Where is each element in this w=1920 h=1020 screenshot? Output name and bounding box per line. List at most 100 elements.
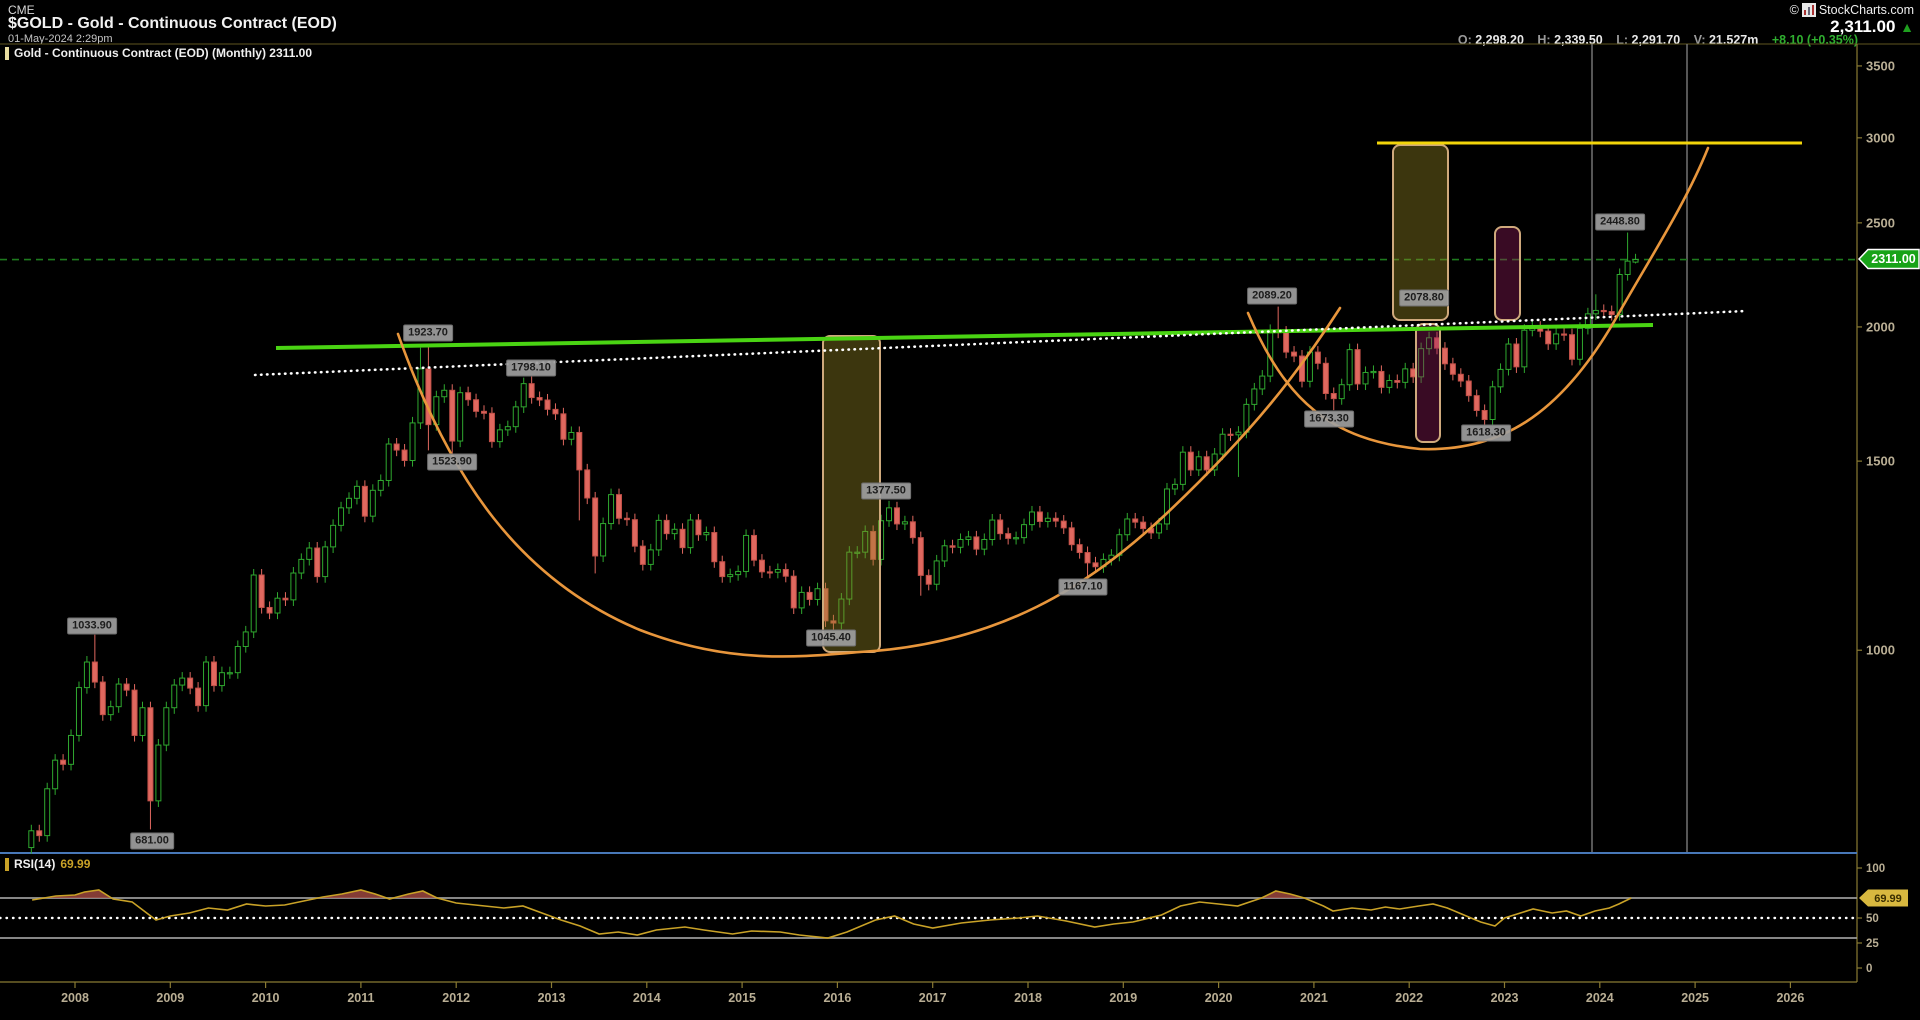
candle-body xyxy=(830,620,837,624)
x-axis-year-label: 2009 xyxy=(156,991,184,1005)
candle-body xyxy=(552,408,559,415)
candle-body xyxy=(155,744,162,802)
candle-body xyxy=(449,389,456,442)
candle-body xyxy=(1346,349,1353,386)
green-neckline xyxy=(275,323,1654,350)
candle-body xyxy=(774,568,781,573)
candle-body xyxy=(743,534,750,572)
candle-body xyxy=(623,517,630,521)
candle-body xyxy=(806,591,813,600)
x-axis-year-label: 2026 xyxy=(1776,991,1804,1005)
candle-body xyxy=(1179,451,1186,485)
candle-body xyxy=(1362,371,1369,385)
x-axis-year-label: 2018 xyxy=(1014,991,1042,1005)
candle-body xyxy=(1195,456,1202,471)
candle-body xyxy=(1076,544,1083,554)
candle-body xyxy=(1465,380,1472,397)
candle-body xyxy=(36,830,43,837)
candle-body xyxy=(28,830,35,849)
stockcharts-logo-icon xyxy=(1801,3,1816,17)
candle-body xyxy=(187,677,194,689)
candle-body xyxy=(1203,456,1210,471)
candle-body xyxy=(631,519,638,547)
candle-body xyxy=(115,683,122,708)
rsi-axis-label: 0 xyxy=(1866,963,1872,975)
candle-body xyxy=(1044,517,1051,522)
candle-body xyxy=(195,687,202,707)
candle-body xyxy=(457,392,464,442)
x-axis-year-label: 2023 xyxy=(1491,991,1519,1005)
candle-body xyxy=(568,431,575,440)
candle-body xyxy=(1084,552,1091,564)
candle-body xyxy=(798,591,805,609)
price-axis-label: 3500 xyxy=(1866,58,1895,73)
x-axis-year-label: 2019 xyxy=(1109,991,1137,1005)
candle-body xyxy=(909,521,916,539)
candle-body xyxy=(203,661,210,707)
measured-move-2016-box xyxy=(822,335,881,653)
candle-body xyxy=(1545,330,1552,345)
legend-main-text: Gold - Continuous Contract (EOD) (Monthl… xyxy=(14,46,313,60)
candle-body xyxy=(1124,518,1131,536)
candle-body xyxy=(893,507,900,525)
candle-body xyxy=(274,597,281,614)
x-axis-year-label: 2022 xyxy=(1395,991,1423,1005)
candle-body xyxy=(679,528,686,549)
candle-body xyxy=(258,574,265,608)
candle-body xyxy=(854,551,861,554)
candle-body xyxy=(425,368,432,426)
candle-body xyxy=(60,759,67,765)
candle-body xyxy=(814,588,821,600)
last-price-badge xyxy=(1857,248,1920,270)
candle-body xyxy=(1402,368,1409,383)
candle-body xyxy=(917,537,924,576)
candle-body xyxy=(1013,537,1020,540)
candle-body xyxy=(957,538,964,548)
candle-body xyxy=(282,597,289,601)
candle-body xyxy=(504,426,511,431)
candle-body xyxy=(68,734,75,765)
candle-body xyxy=(989,519,996,540)
candle-body xyxy=(536,397,543,401)
x-axis-year-label: 2015 xyxy=(728,991,756,1005)
candle-body xyxy=(703,532,710,536)
candle-body xyxy=(1187,451,1194,471)
candle-body xyxy=(1561,333,1568,336)
candle-body xyxy=(1354,349,1361,385)
candle-body xyxy=(1624,260,1631,275)
candle-body xyxy=(1156,523,1163,534)
candle-body xyxy=(385,443,392,481)
candle-body xyxy=(901,521,908,525)
candle-body xyxy=(695,519,702,536)
rsi-line xyxy=(31,889,1632,939)
candle-body xyxy=(345,497,352,509)
candle-body xyxy=(870,530,877,560)
candle-body xyxy=(171,684,178,709)
rsi-axis-label: 50 xyxy=(1866,913,1879,925)
candle-body xyxy=(123,683,130,691)
candle-body xyxy=(1370,370,1377,374)
candle-body xyxy=(91,661,98,683)
candle-body xyxy=(139,707,146,736)
candle-body xyxy=(83,661,90,689)
x-axis-year-label: 2008 xyxy=(61,991,89,1005)
candle-body xyxy=(933,560,940,585)
x-axis-year-label: 2020 xyxy=(1205,991,1233,1005)
x-axis-year-label: 2016 xyxy=(823,991,851,1005)
x-axis-year-label: 2025 xyxy=(1681,991,1709,1005)
price-axis-label: 1500 xyxy=(1866,454,1895,469)
candle-body xyxy=(1140,521,1147,530)
copyright: © StockCharts.com xyxy=(1790,3,1914,17)
candle-body xyxy=(766,571,773,574)
candle-body xyxy=(330,524,337,548)
candle-body xyxy=(1553,333,1560,345)
candle-body xyxy=(314,547,321,578)
candle-body xyxy=(1251,388,1258,405)
candle-body xyxy=(298,558,305,574)
candle-body xyxy=(862,530,869,553)
candle-body xyxy=(949,545,956,548)
x-axis-year-label: 2010 xyxy=(252,991,280,1005)
candle-body xyxy=(655,519,662,551)
candle-body xyxy=(250,574,257,633)
candle-body xyxy=(1418,348,1425,378)
